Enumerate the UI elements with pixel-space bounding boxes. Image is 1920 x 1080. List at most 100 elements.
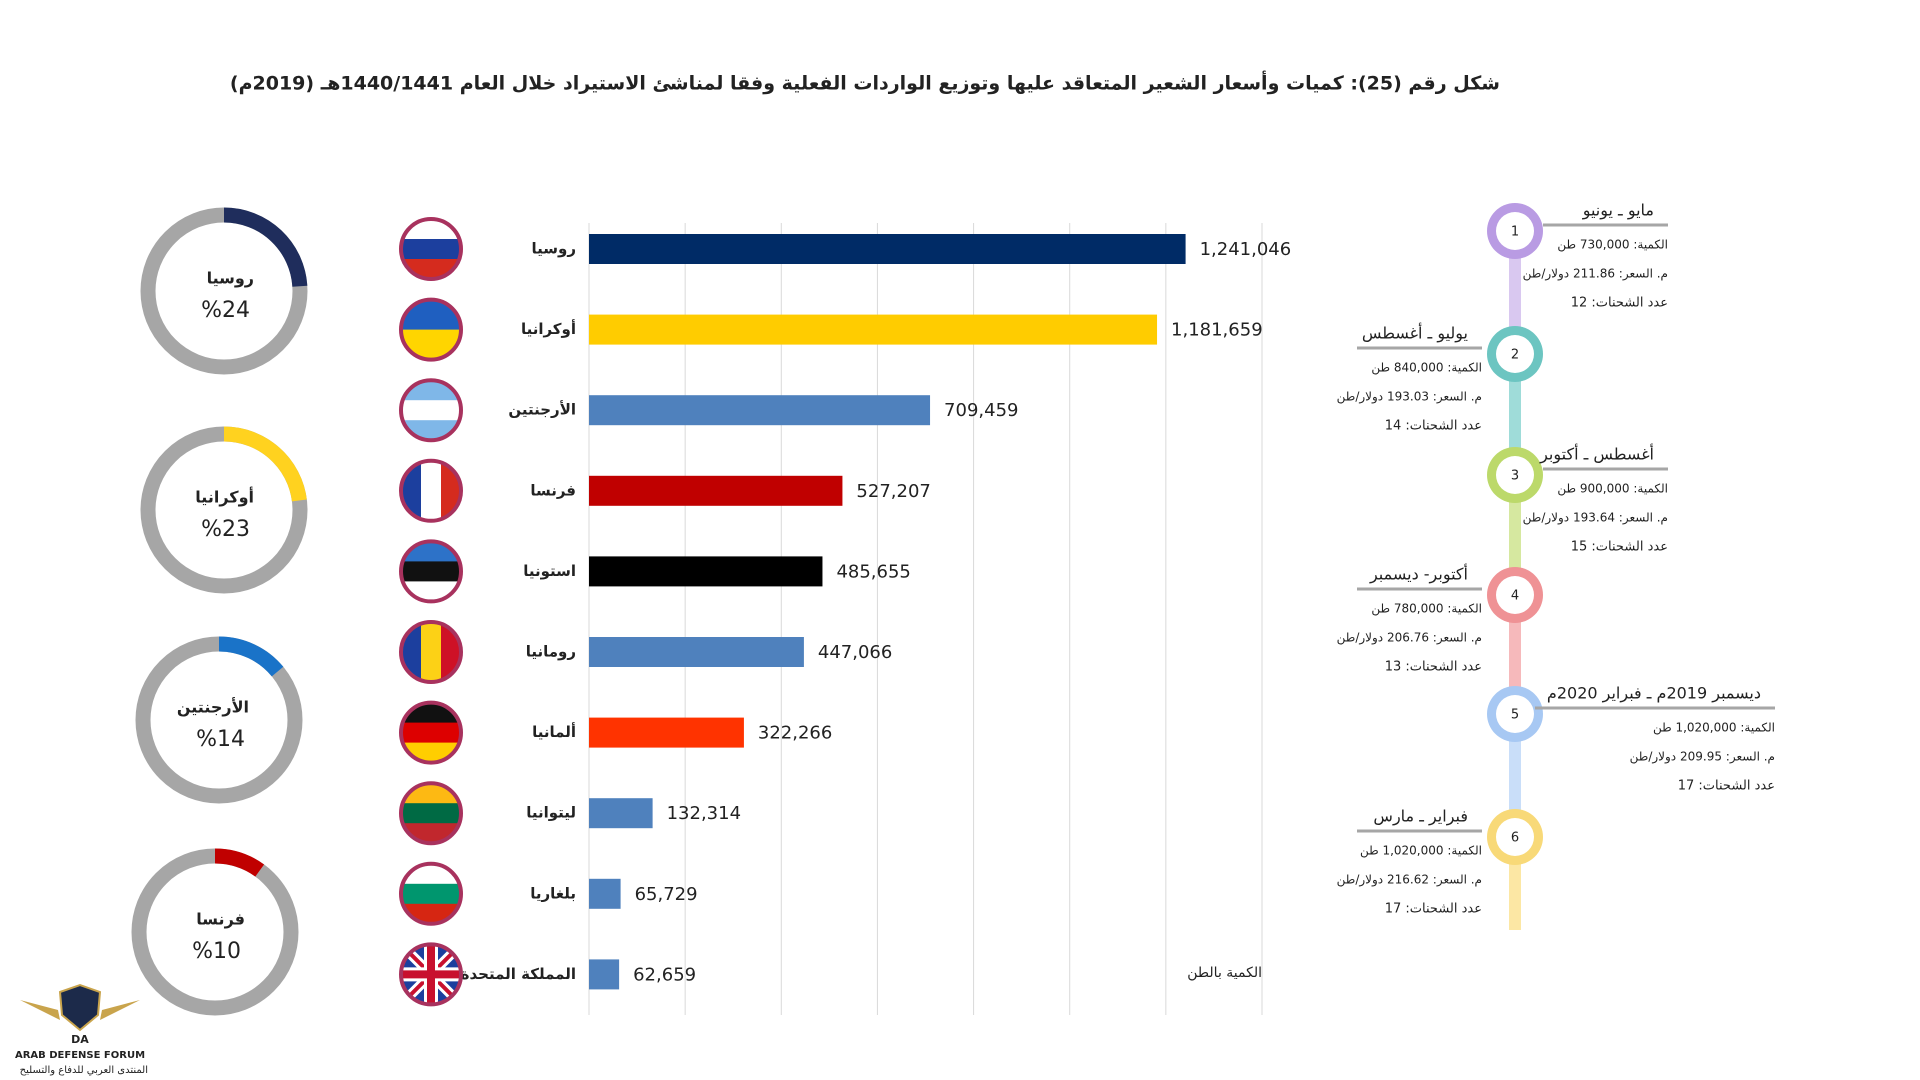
- logo: DA ARAB DEFENSE FORUM المنتدى العربي للد…: [15, 983, 148, 1076]
- value-label: 527,207: [856, 481, 930, 502]
- timeline-quantity: الكمية: 1,020,000 طن: [1360, 844, 1482, 859]
- timeline-number: 6: [1511, 831, 1519, 846]
- flag: [399, 700, 463, 765]
- value-label: 322,266: [758, 723, 832, 744]
- bar: [589, 637, 804, 667]
- value-label: 62,659: [633, 964, 696, 985]
- flag: [399, 781, 463, 846]
- category-label: ألمانيا: [532, 722, 576, 741]
- flag: [399, 297, 463, 362]
- timeline-number: 4: [1511, 589, 1519, 604]
- timeline-price: م. السعر: 211.86 دولار/طن: [1523, 267, 1668, 282]
- flag-stripe: [402, 722, 460, 744]
- flag-stripe: [402, 400, 460, 421]
- timeline-number: 2: [1511, 348, 1519, 363]
- value-label: 65,729: [635, 884, 698, 905]
- timeline-number: 1: [1511, 225, 1519, 240]
- category-label: ليتوانيا: [526, 804, 576, 822]
- flag-stripe: [402, 945, 460, 1004]
- flag-stripe: [402, 883, 460, 905]
- donut-arc: [223, 426, 307, 502]
- page-title: شكل رقم (25): كميات وأسعار الشعير المتعا…: [230, 71, 1500, 95]
- flag-border: [399, 620, 463, 684]
- flag: [399, 620, 463, 684]
- timeline-node-inner: [1496, 335, 1534, 373]
- logo-shield: [58, 983, 102, 1032]
- flag-stripe: [402, 300, 460, 331]
- timeline-quantity: الكمية: 780,000 طن: [1371, 602, 1482, 617]
- flag: [399, 539, 463, 604]
- flag-border: [399, 942, 463, 1007]
- timeline-node-inner: [1496, 818, 1534, 856]
- timeline-period: أغسطس ـ أكتوبر: [1539, 444, 1654, 465]
- bar: [589, 717, 744, 748]
- value-label: 132,314: [667, 803, 741, 824]
- value-label: 485,655: [836, 561, 910, 582]
- donut-value: %23: [201, 517, 250, 542]
- flag-stripe: [402, 561, 460, 582]
- timeline-price: م. السعر: 209.95 دولار/طن: [1630, 750, 1775, 765]
- donut-value: %24: [201, 298, 250, 323]
- timeline-price: م. السعر: 193.64 دولار/طن: [1523, 511, 1668, 526]
- flag: [399, 217, 463, 281]
- timeline-shipments: عدد الشحنات: 17: [1678, 779, 1775, 794]
- timeline-number: 3: [1511, 469, 1519, 484]
- category-label: روسيا: [532, 240, 576, 258]
- bar: [589, 878, 621, 909]
- timeline-price: م. السعر: 193.03 دولار/طن: [1337, 390, 1482, 405]
- timeline-period: فبراير ـ مارس: [1373, 807, 1468, 827]
- flag: [399, 861, 463, 926]
- timeline-shipments: عدد الشحنات: 14: [1385, 419, 1482, 434]
- category-label: أوكرانيا: [521, 319, 576, 338]
- flag-border: [399, 781, 463, 846]
- bar: [589, 395, 931, 426]
- value-label: 447,066: [818, 642, 892, 663]
- donut-title: فرنسا: [196, 910, 245, 929]
- timeline-period: مايو ـ يونيو: [1582, 201, 1654, 221]
- timeline-node-inner: [1496, 456, 1534, 494]
- timeline-period: ديسمبر 2019م ـ فبراير 2020م: [1547, 684, 1761, 704]
- flag: [399, 942, 463, 1007]
- category-label: رومانيا: [526, 643, 576, 661]
- logo-subtitle: المنتدى العربي للدفاع والتسليح: [20, 1065, 148, 1076]
- flag-stripe: [402, 329, 460, 359]
- timeline-price: م. السعر: 216.62 دولار/طن: [1337, 873, 1482, 888]
- donut-arc: [223, 207, 308, 287]
- timeline-quantity: الكمية: 730,000 طن: [1557, 238, 1668, 253]
- donut-arc: [218, 636, 284, 677]
- bar: [589, 959, 620, 990]
- flag-border: [399, 297, 463, 362]
- category-label: فرنسا: [530, 481, 576, 499]
- donut-value: %14: [196, 727, 245, 752]
- flag: [399, 378, 463, 443]
- category-label: بلغاريا: [530, 884, 576, 902]
- flag-stripe: [421, 461, 442, 520]
- flag-border: [399, 217, 463, 281]
- logo-wings: [20, 1000, 140, 1020]
- timeline-period: يوليو ـ أغسطس: [1362, 323, 1468, 344]
- category-label: المملكة المتحدة: [461, 965, 576, 983]
- flag-border: [399, 861, 463, 926]
- bar: [589, 314, 1158, 345]
- donut-arc: [214, 848, 265, 877]
- timeline-period: أكتوبر- ديسمبر: [1369, 564, 1468, 585]
- x-axis-label: الكمية بالطن: [1187, 965, 1262, 981]
- timeline-shipments: عدد الشحنات: 13: [1385, 660, 1482, 675]
- donut-title: أوكرانيا: [195, 487, 254, 507]
- timeline-number: 5: [1511, 708, 1519, 723]
- bar: [589, 798, 653, 829]
- timeline-quantity: الكمية: 840,000 طن: [1371, 361, 1482, 376]
- timeline-quantity: الكمية: 1,020,000 طن: [1653, 721, 1775, 736]
- donut-title: الأرجنتين: [177, 698, 249, 717]
- timeline-shipments: عدد الشحنات: 12: [1571, 296, 1668, 311]
- flag-border: [399, 539, 463, 604]
- timeline-node-inner: [1496, 695, 1534, 733]
- bar: [589, 475, 843, 506]
- flag-border: [399, 458, 463, 523]
- timeline-price: م. السعر: 206.76 دولار/طن: [1337, 631, 1482, 646]
- donut-track: [131, 848, 299, 1016]
- flag-border: [399, 700, 463, 765]
- timeline-shipments: عدد الشحنات: 17: [1385, 902, 1482, 917]
- logo-name: ARAB DEFENSE FORUM: [15, 1050, 145, 1061]
